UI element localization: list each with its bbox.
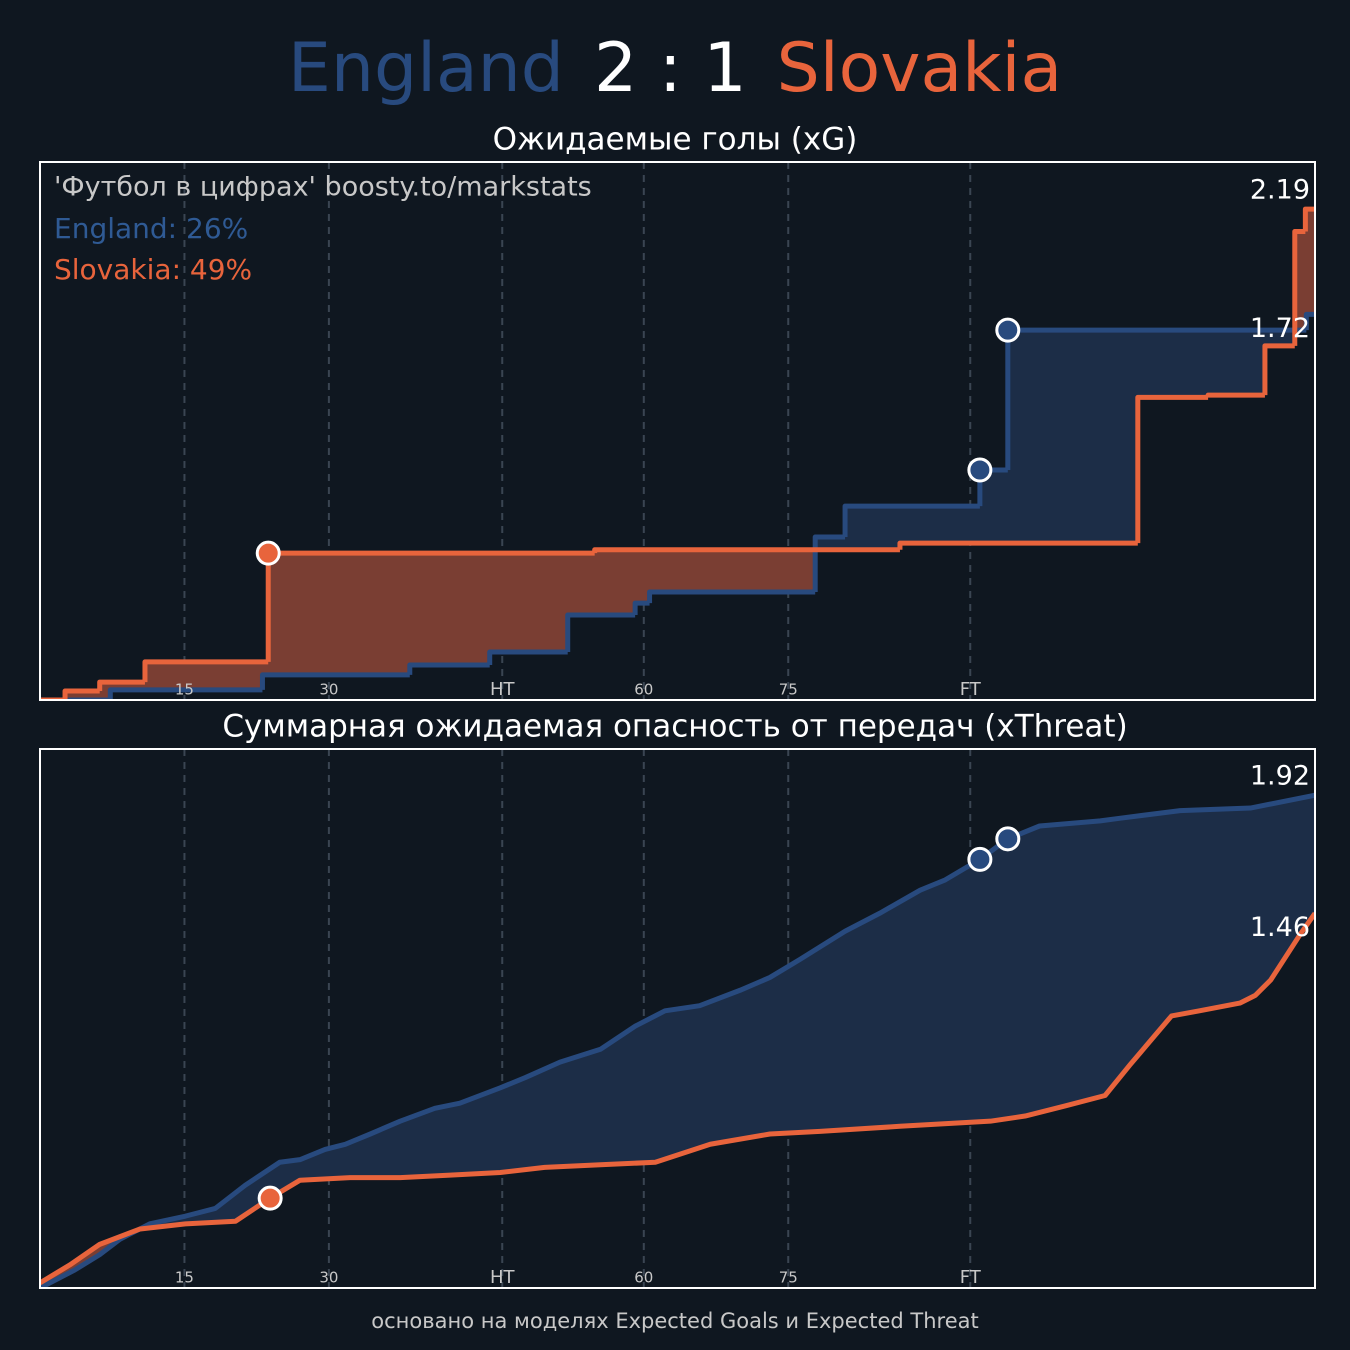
win-probability: Slovakia: 49% [54,253,252,286]
xg-step [62,688,100,700]
xg-step [842,503,980,538]
away-team: Slovakia [777,29,1063,108]
xg-step [647,589,816,604]
xg-step [812,534,846,592]
x-tick-label: FT [960,1267,982,1288]
x-tick-label: 15 [175,1269,194,1287]
xg-step [107,687,263,700]
goal-marker [257,1185,283,1211]
win-probability: England: 26% [54,212,248,245]
plot-border [39,748,1316,1289]
final-value-label: 1.72 [1250,313,1310,344]
match-header: England 2 : 1 Slovakia [288,29,1062,108]
x-tick-label: 15 [175,681,194,699]
goal-marker [967,457,993,483]
final-value-label: 1.92 [1250,761,1310,792]
xg-step [407,662,490,675]
x-tick-label: 30 [319,1269,338,1287]
goal-marker [995,317,1021,343]
x-tick-label: FT [960,679,982,700]
xg-step [897,540,1138,550]
xg-step [1262,343,1295,396]
source-note: 'Футбол в цифрах' boosty.to/markstats [54,172,592,203]
xg-step [142,659,269,683]
x-tick-label: 30 [319,681,338,699]
xg-step [1135,394,1209,544]
x-tick-label: HT [490,679,516,700]
xg-step [592,547,900,554]
chart-title: Суммарная ожидаемая опасность от передач… [222,709,1127,745]
final-value-label: 1.46 [1250,912,1310,943]
xt-line [40,911,1315,1286]
x-tick-label: 60 [634,1269,653,1287]
goal-marker [995,826,1021,852]
x-tick-label: 75 [779,1269,798,1287]
xg-step [1205,392,1265,398]
xg-step [259,672,410,690]
final-value-label: 2.19 [1250,175,1310,206]
score: 2 : 1 [594,29,747,108]
x-tick-label: HT [490,1267,516,1288]
x-tick-label: 75 [779,681,798,699]
footer: основано на моделях Expected Goals и Exp… [371,1309,978,1333]
goal-marker [255,540,281,566]
goal-marker [967,846,993,872]
x-tick-label: 60 [634,681,653,699]
xg-step [97,679,145,692]
xg-step [1303,311,1315,331]
xg-step [487,649,568,666]
xg-step [1302,206,1315,232]
chart-title: Ожидаемые голы (xG) [493,122,858,158]
plot-border [39,161,1316,701]
xg-step [565,612,636,653]
home-team: England [288,29,564,108]
xg-step [632,600,650,616]
xg-step [1292,228,1306,346]
